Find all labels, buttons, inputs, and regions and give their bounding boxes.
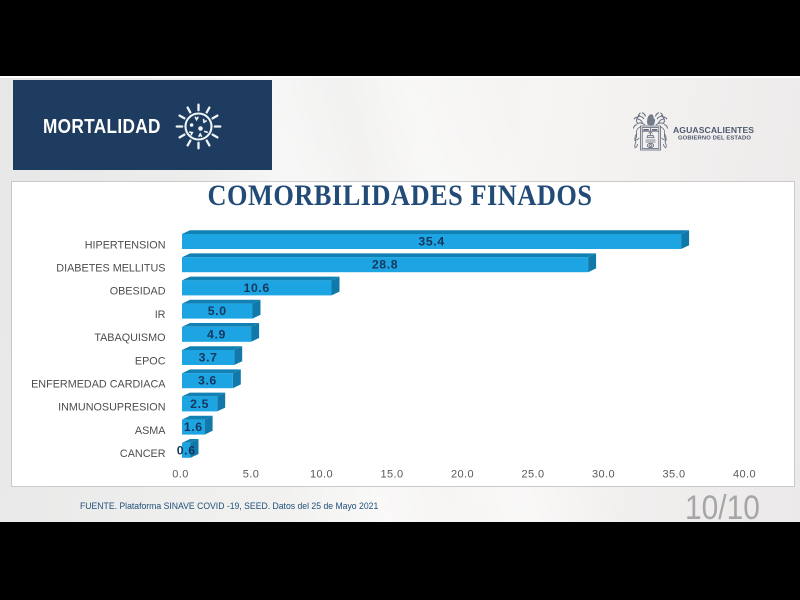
svg-text:AGUASCALIENTES: AGUASCALIENTES — [673, 125, 754, 135]
svg-text:GOBIERNO DEL ESTADO: GOBIERNO DEL ESTADO — [678, 136, 751, 142]
